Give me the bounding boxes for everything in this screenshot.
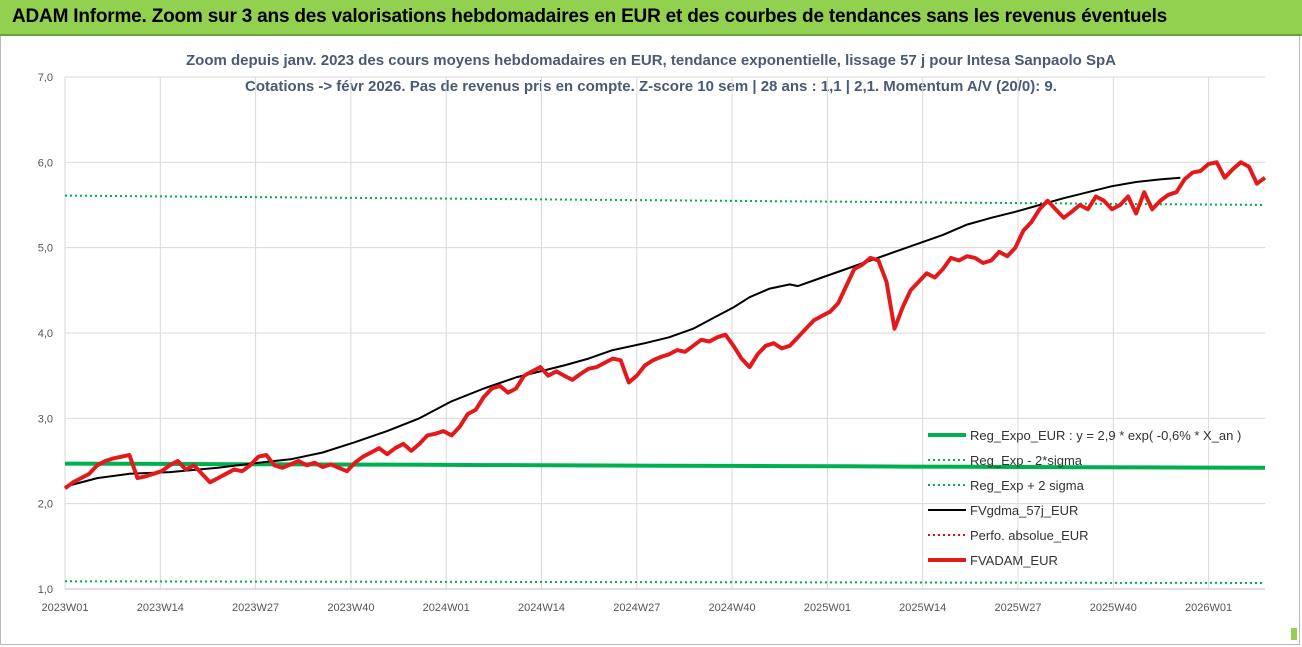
x-tick-label: 2023W40 — [327, 602, 374, 614]
grid — [64, 76, 1265, 590]
header-banner: ADAM Informe. Zoom sur 3 ans des valoris… — [0, 0, 1302, 36]
series-layer — [63, 160, 1267, 584]
x-tick-label: 2023W14 — [137, 602, 184, 614]
x-tick-label: 2024W14 — [518, 602, 565, 614]
y-tick-label: 6,0 — [38, 157, 53, 169]
x-tick-label: 2025W01 — [804, 602, 851, 614]
y-axis: 1,0 2,0 3,0 4,0 5,0 6,0 7,0 — [38, 72, 53, 596]
chart-subtitle: Cotations -> févr 2026. Pas de revenus p… — [245, 78, 1057, 95]
series-line-2 — [64, 194, 1266, 206]
x-tick-label: 2024W01 — [423, 602, 470, 614]
x-tick-label: 2024W40 — [709, 602, 756, 614]
x-tick-label: 2025W40 — [1090, 602, 1137, 614]
series-line-1 — [64, 580, 1266, 584]
series-line-0 — [64, 461, 1266, 470]
y-tick-label: 1,0 — [38, 584, 53, 596]
y-tick-label: 3,0 — [38, 413, 53, 425]
legend-label-1: Reg_Exp - 2*sigma — [970, 453, 1083, 468]
legend: Reg_Expo_EUR : y = 2,9 * exp( -0,6% * X_… — [928, 428, 1241, 568]
series-line-5 — [63, 160, 1267, 490]
x-tick-label: 2026W01 — [1185, 602, 1232, 614]
legend-label-4: Perfo. absolue_EUR — [970, 528, 1089, 543]
series-line-3 — [64, 176, 1181, 488]
legend-label-3: FVgdma_57j_EUR — [970, 503, 1078, 518]
legend-label-0: Reg_Expo_EUR : y = 2,9 * exp( -0,6% * X_… — [970, 428, 1241, 443]
x-tick-label: 2024W27 — [613, 602, 660, 614]
chart-title: Zoom depuis janv. 2023 des cours moyens … — [186, 52, 1116, 69]
x-tick-label: 2023W01 — [41, 602, 88, 614]
y-tick-label: 2,0 — [38, 499, 53, 511]
y-tick-label: 5,0 — [38, 243, 53, 255]
legend-label-5: FVADAM_EUR — [970, 553, 1058, 568]
x-tick-label: 2025W14 — [899, 602, 946, 614]
x-tick-label: 2023W27 — [232, 602, 279, 614]
x-axis: 2023W01 2023W14 2023W27 2023W40 2024W01 2024W… — [41, 602, 1232, 614]
y-tick-label: 4,0 — [38, 328, 53, 340]
corner-mark — [1291, 628, 1297, 640]
y-tick-label: 7,0 — [38, 72, 53, 84]
x-tick-label: 2025W27 — [994, 602, 1041, 614]
legend-label-2: Reg_Exp + 2 sigma — [970, 478, 1085, 493]
banner-title: ADAM Informe. Zoom sur 3 ans des valoris… — [12, 6, 1168, 27]
chart-frame — [0, 36, 1300, 645]
